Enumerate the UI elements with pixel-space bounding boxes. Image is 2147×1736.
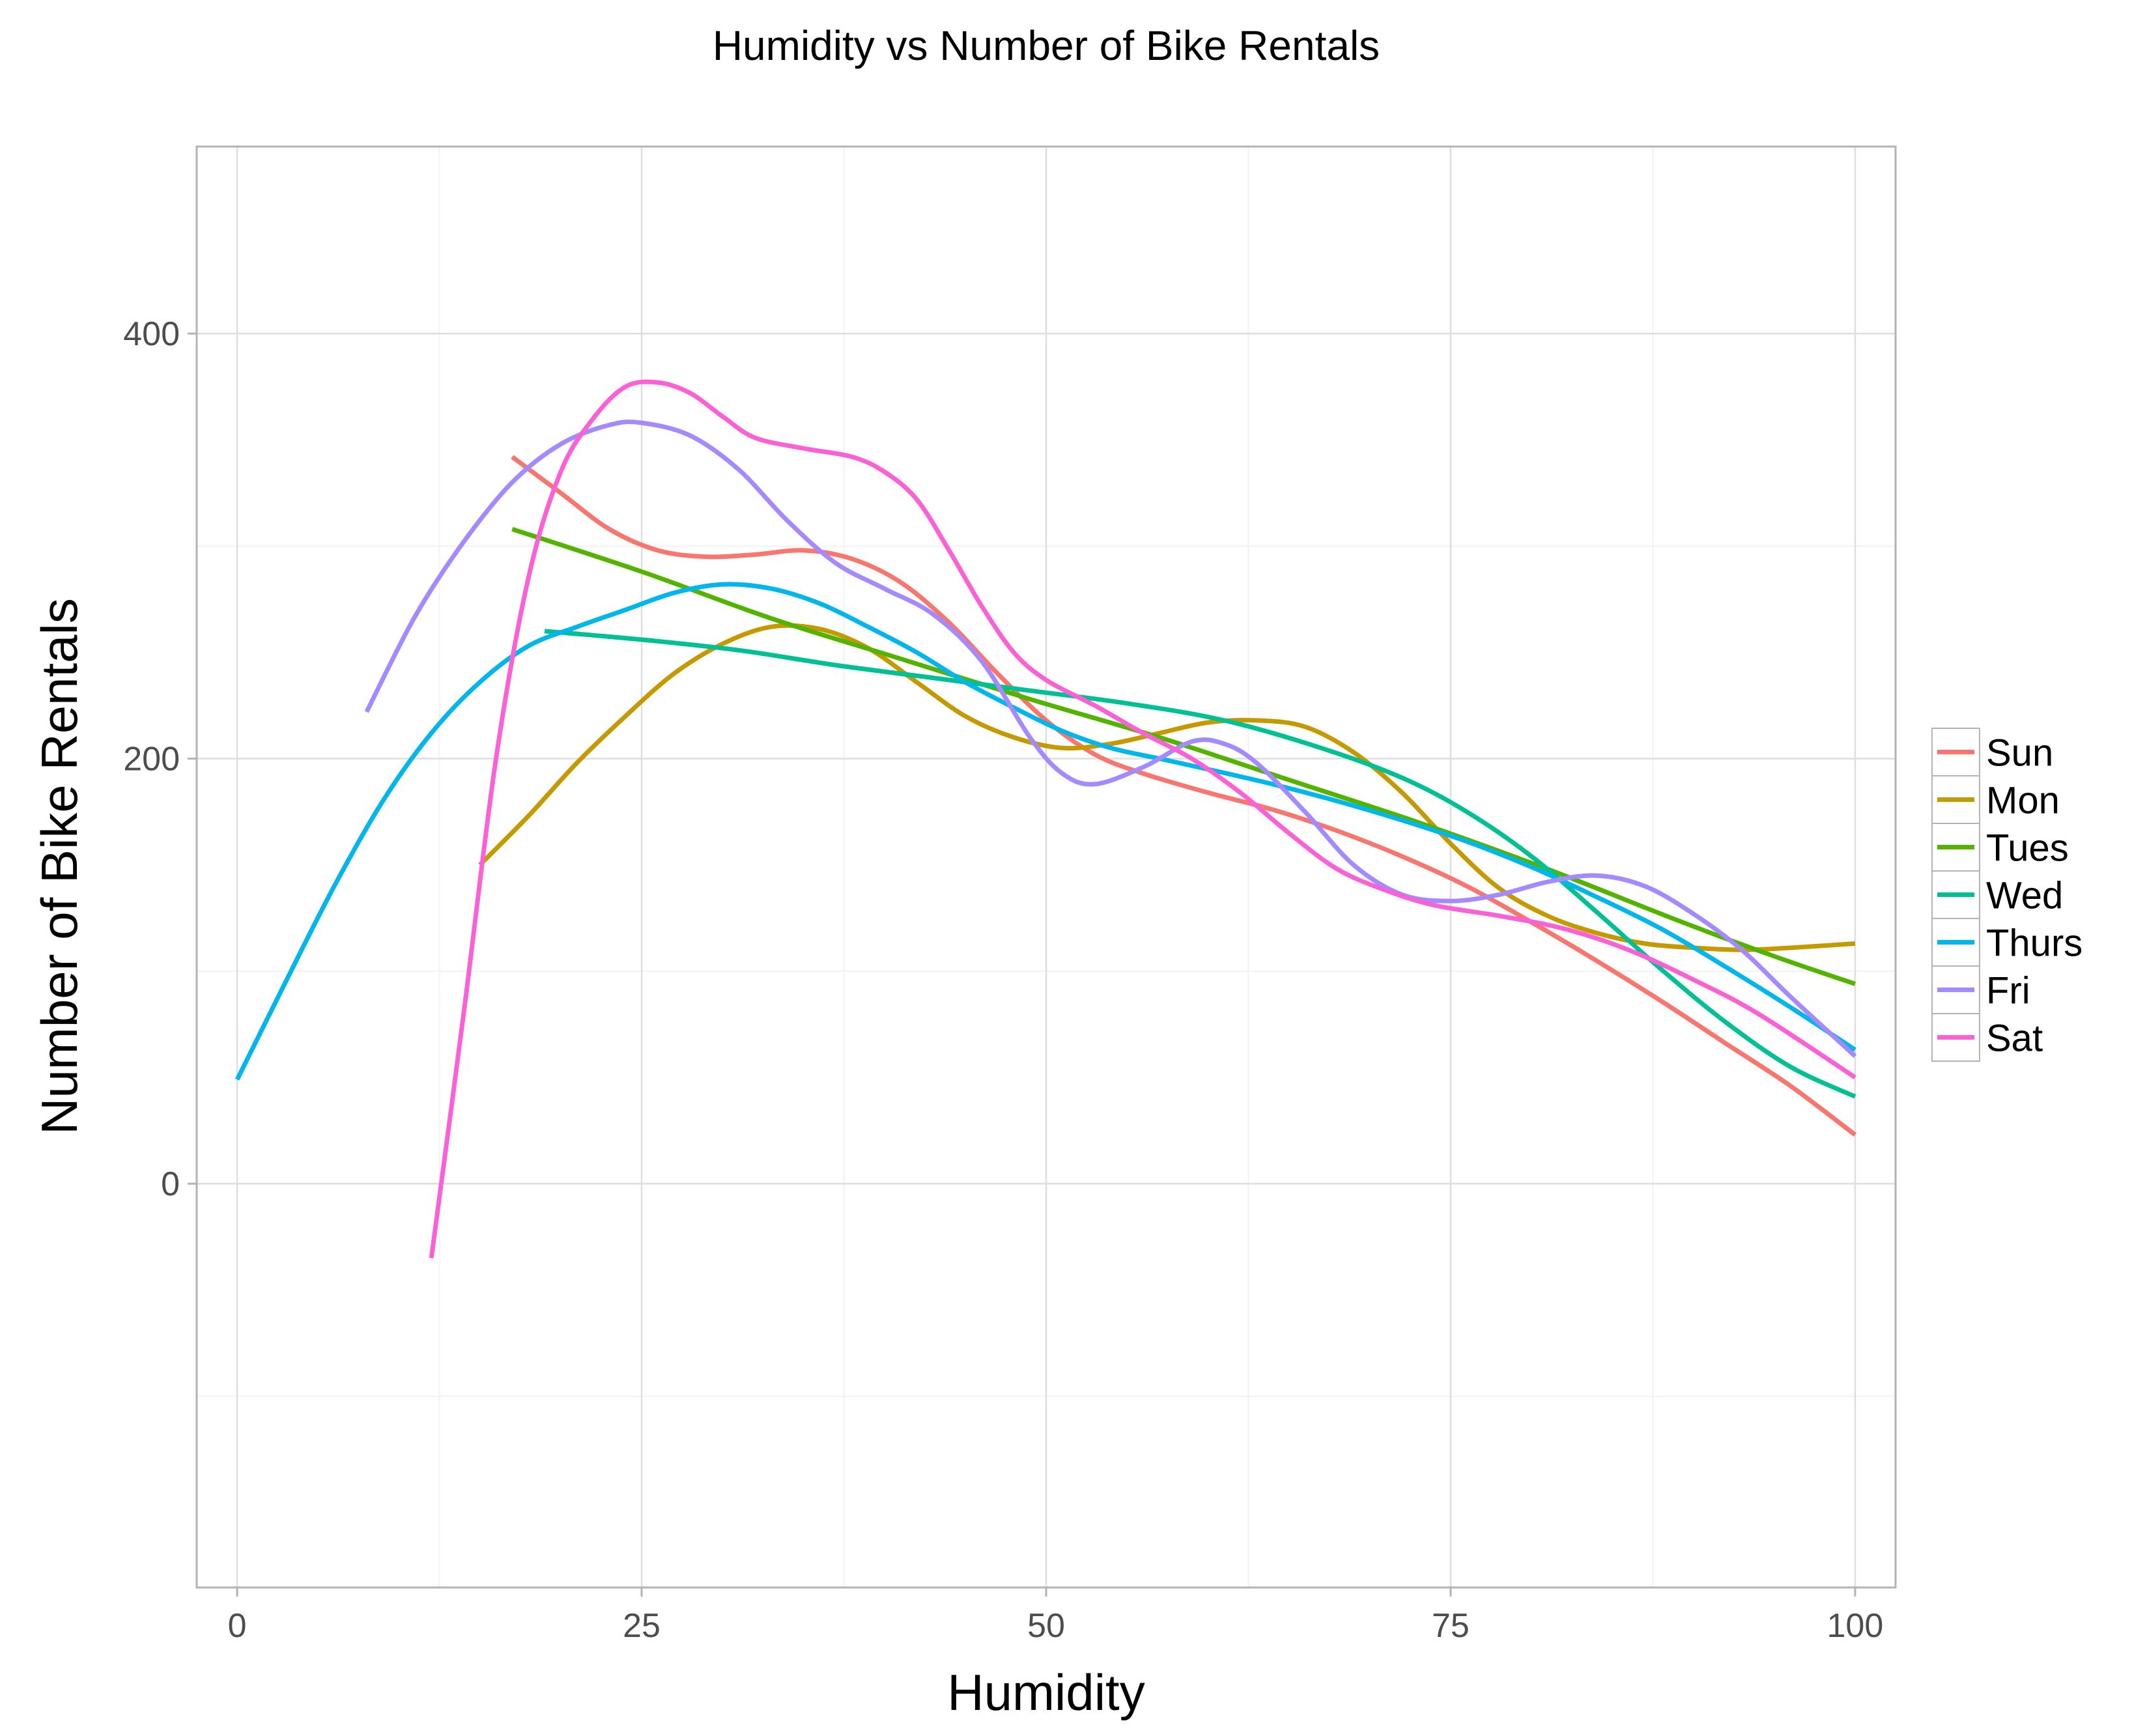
legend-label-tues: Tues <box>1986 827 2069 870</box>
x-tick-label: 50 <box>1027 1607 1065 1645</box>
series-line-fri <box>364 420 1857 1058</box>
chart-title: Humidity vs Number of Bike Rentals <box>713 22 1380 69</box>
series-line-thurs <box>235 582 1856 1081</box>
series-line-sat <box>429 379 1856 1259</box>
y-tick-labels: 0 200 400 <box>123 315 197 1203</box>
legend-label-wed: Wed <box>1986 875 2063 917</box>
series-line-tues <box>511 526 1856 986</box>
y-tick-label: 200 <box>123 741 180 778</box>
x-tick-label: 0 <box>228 1607 247 1645</box>
series-lines <box>235 379 1857 1259</box>
legend-label-sun: Sun <box>1986 732 2053 775</box>
series-line-sun <box>511 455 1857 1137</box>
x-tick-label: 75 <box>1432 1607 1470 1645</box>
x-tick-label: 100 <box>1827 1607 1884 1645</box>
y-axis-title: Number of Bike Rentals <box>31 598 88 1135</box>
x-tick-labels: 0 25 50 75 100 <box>228 1587 1884 1645</box>
legend-label-thurs: Thurs <box>1986 922 2083 965</box>
legend: Sun Mon Tues Wed Thurs Fri Sat <box>1931 728 2083 1062</box>
series-line-wed <box>544 629 1856 1099</box>
legend-label-mon: Mon <box>1986 780 2060 822</box>
x-tick-label: 25 <box>623 1607 661 1645</box>
y-tick-label: 0 <box>161 1165 180 1203</box>
y-tick-label: 400 <box>123 315 180 353</box>
legend-label-sat: Sat <box>1986 1017 2043 1060</box>
x-axis-title: Humidity <box>947 1664 1145 1721</box>
legend-label-fri: Fri <box>1986 970 2030 1012</box>
series-line-mon <box>478 623 1856 952</box>
